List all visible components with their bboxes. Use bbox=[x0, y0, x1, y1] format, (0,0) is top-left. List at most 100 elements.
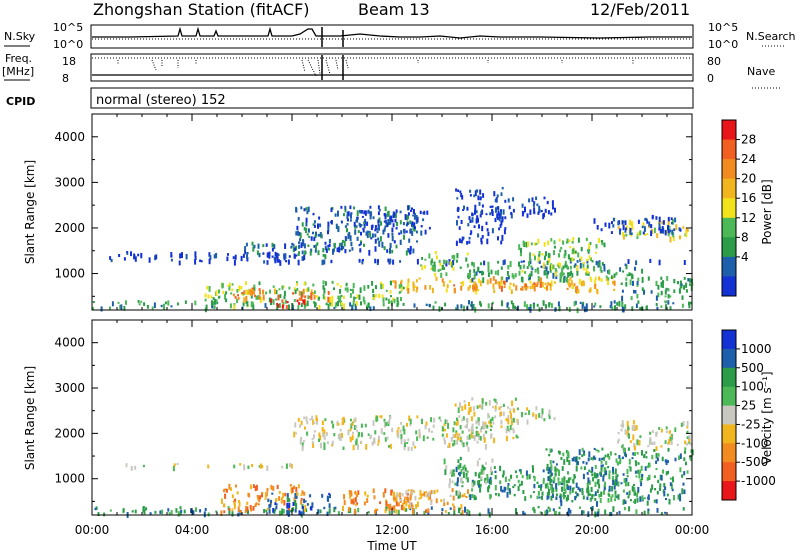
velocity-cell bbox=[347, 429, 350, 436]
velocity-cell bbox=[477, 480, 480, 486]
power-cell bbox=[367, 284, 370, 289]
velocity-cell bbox=[453, 421, 456, 426]
power-cell bbox=[194, 251, 197, 257]
velocity-cell bbox=[405, 508, 408, 512]
power-cell bbox=[475, 283, 478, 289]
power-cell bbox=[259, 290, 261, 295]
power-cell bbox=[482, 271, 485, 275]
velocity-cell bbox=[423, 491, 426, 497]
power-cell bbox=[664, 295, 667, 298]
power-cell bbox=[374, 258, 377, 264]
velocity-cell bbox=[656, 508, 659, 513]
power-cell bbox=[314, 248, 317, 253]
velocity-cell bbox=[549, 448, 552, 453]
velocity-cell bbox=[319, 509, 322, 514]
velocity-cell bbox=[664, 440, 667, 444]
velocity-cell bbox=[293, 485, 296, 490]
power-cell bbox=[569, 276, 572, 281]
power-cell bbox=[262, 244, 265, 248]
velocity-cell bbox=[662, 469, 664, 474]
power-cell bbox=[395, 209, 398, 214]
velocity-cell bbox=[573, 474, 576, 480]
velocity-cell bbox=[486, 474, 489, 480]
power-cell bbox=[473, 194, 476, 198]
velocity-cell bbox=[587, 511, 590, 517]
power-cell bbox=[206, 285, 209, 290]
power-cell bbox=[302, 240, 305, 247]
power-cell bbox=[437, 269, 440, 273]
velocity-cell bbox=[614, 494, 617, 499]
power-cell bbox=[491, 301, 494, 305]
velocity-cell bbox=[278, 490, 281, 494]
velocity-cell bbox=[586, 483, 589, 487]
power-cell bbox=[409, 228, 412, 233]
power-cell bbox=[655, 295, 658, 301]
velocity-cell bbox=[684, 447, 687, 451]
velocity-cell bbox=[627, 447, 630, 451]
power-cell bbox=[362, 227, 365, 230]
power-cell bbox=[328, 239, 331, 244]
velocity-cell bbox=[526, 419, 529, 425]
velocity-cell bbox=[452, 469, 455, 473]
velocity-cell bbox=[299, 424, 301, 428]
power-cell bbox=[327, 303, 330, 310]
power-cell bbox=[306, 233, 309, 236]
velocity-cell bbox=[567, 485, 570, 491]
velocity-cell bbox=[287, 508, 290, 515]
power-cell bbox=[277, 294, 280, 301]
velocity-cell bbox=[233, 504, 236, 510]
velocity-cell bbox=[646, 500, 649, 506]
power-cell bbox=[250, 301, 253, 308]
velocity-cell bbox=[408, 504, 411, 510]
power-cell bbox=[374, 238, 377, 244]
power-cell bbox=[300, 303, 303, 308]
power-cell bbox=[477, 266, 480, 272]
velocity-cell bbox=[679, 495, 682, 502]
power-cell bbox=[522, 264, 525, 269]
velocity-cell bbox=[300, 500, 303, 505]
velocity-cell bbox=[467, 489, 469, 494]
power-cell bbox=[469, 194, 472, 197]
velocity-cell bbox=[569, 477, 572, 481]
velocity-cell bbox=[630, 499, 632, 502]
power-cell bbox=[370, 237, 373, 240]
power-cell bbox=[303, 208, 306, 212]
velocity-cell bbox=[632, 452, 635, 456]
power-cell bbox=[622, 270, 625, 273]
power-cell bbox=[277, 253, 280, 256]
velocity-cell bbox=[463, 469, 465, 472]
velocity-cell bbox=[627, 482, 630, 487]
velocity-cell bbox=[637, 462, 640, 465]
noise-panel: N.Sky N.Search 10^5 10^0 10^5 10^0 bbox=[4, 21, 796, 51]
power-cell bbox=[573, 283, 576, 287]
power-cell bbox=[163, 303, 165, 310]
velocity-cell bbox=[443, 437, 446, 441]
velocity-band-5 bbox=[293, 415, 493, 452]
velocity-colorbar-tick-label: -100 bbox=[741, 436, 768, 450]
power-cell bbox=[564, 249, 567, 256]
velocity-cell bbox=[489, 428, 492, 432]
power-cell bbox=[294, 247, 296, 251]
power-colorbar-swatch bbox=[722, 256, 736, 277]
velocity-cell bbox=[564, 495, 566, 498]
velocity-cell bbox=[266, 487, 269, 492]
velocity-cell bbox=[431, 490, 434, 494]
power-cell bbox=[245, 242, 248, 247]
velocity-cell bbox=[454, 482, 457, 486]
power-cell bbox=[673, 289, 676, 293]
velocity-cell bbox=[369, 436, 372, 440]
velocity-cell bbox=[223, 488, 226, 493]
velocity-cell bbox=[668, 431, 671, 435]
velocity-cell bbox=[676, 443, 679, 446]
power-cell bbox=[385, 297, 388, 301]
power-cell bbox=[414, 213, 417, 216]
velocity-cell bbox=[548, 453, 551, 457]
power-cell bbox=[335, 302, 338, 306]
power-cell bbox=[120, 304, 123, 310]
power-cell bbox=[312, 283, 315, 287]
power-colorbar-swatch bbox=[722, 178, 736, 199]
power-cell bbox=[344, 249, 347, 254]
xtick-label: 12:00 bbox=[375, 523, 410, 537]
velocity-cell bbox=[481, 398, 484, 404]
